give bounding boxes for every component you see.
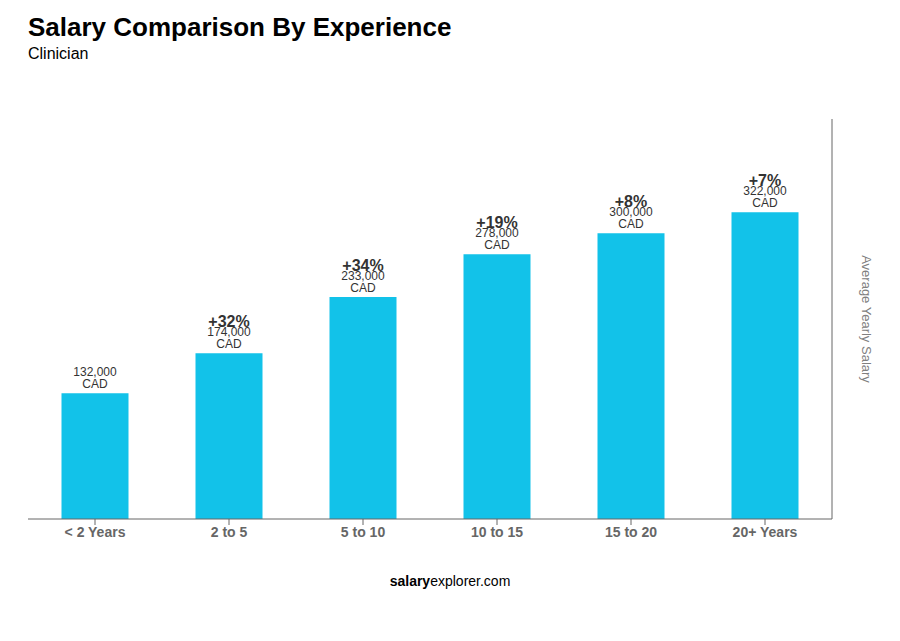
svg-text:20+ Years: 20+ Years xyxy=(733,524,798,540)
svg-text:+34%: +34% xyxy=(342,257,383,274)
svg-text:+7%: +7% xyxy=(749,172,781,189)
svg-text:Average Yearly Salary: Average Yearly Salary xyxy=(859,255,874,383)
svg-text:+8%: +8% xyxy=(615,193,647,210)
svg-text:2 to 5: 2 to 5 xyxy=(211,524,248,540)
svg-text:+32%: +32% xyxy=(208,313,249,330)
svg-text:+19%: +19% xyxy=(476,214,517,231)
svg-text:10 to 15: 10 to 15 xyxy=(471,524,523,540)
svg-text:< 2 Years: < 2 Years xyxy=(65,524,126,540)
svg-text:132,000CAD: 132,000CAD xyxy=(73,365,117,391)
svg-text:5 to 10: 5 to 10 xyxy=(341,524,386,540)
svg-text:15 to 20: 15 to 20 xyxy=(605,524,657,540)
